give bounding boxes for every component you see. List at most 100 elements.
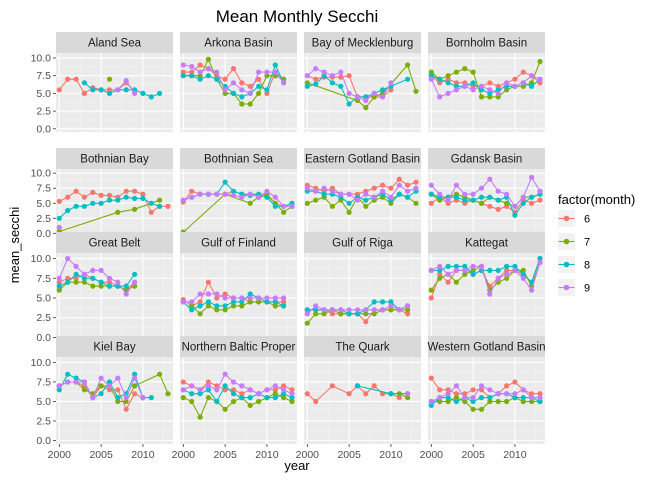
data-point-month-6 [537, 80, 543, 86]
data-point-month-8 [98, 87, 104, 93]
data-point-month-9 [462, 83, 468, 89]
facet-panel: Gdansk Basin [428, 148, 545, 236]
data-point-month-6 [504, 267, 510, 273]
data-point-month-9 [180, 299, 186, 305]
data-point-month-9 [205, 66, 211, 72]
data-point-month-7 [180, 395, 186, 401]
facet-strip [180, 232, 297, 253]
y-tick-label: 10.0 [31, 52, 52, 64]
data-point-month-8 [487, 267, 493, 273]
data-point-month-9 [247, 191, 253, 197]
data-point-month-6 [495, 206, 501, 212]
data-point-month-6 [230, 387, 237, 393]
data-point-month-9 [371, 90, 377, 96]
data-point-month-8 [445, 263, 451, 269]
data-point-month-8 [462, 197, 468, 203]
data-point-month-8 [140, 90, 146, 96]
data-point-month-7 [239, 101, 245, 107]
data-point-month-8 [529, 83, 535, 89]
facet-label: Aland Sea [88, 38, 142, 50]
data-point-month-9 [329, 73, 335, 79]
data-point-month-9 [388, 194, 394, 200]
data-point-month-8 [90, 200, 96, 206]
data-point-month-9 [405, 188, 411, 194]
data-point-month-6 [437, 271, 443, 277]
data-point-month-9 [222, 295, 228, 301]
data-point-month-6 [90, 189, 96, 195]
data-point-month-8 [123, 87, 129, 93]
data-point-month-7 [123, 398, 129, 405]
series-line-month-6 [306, 385, 400, 403]
data-point-month-7 [197, 311, 203, 317]
data-point-month-9 [256, 295, 262, 301]
data-point-month-8 [115, 395, 121, 401]
data-point-month-9 [388, 303, 394, 309]
data-point-month-9 [478, 263, 485, 269]
data-point-month-9 [239, 295, 245, 301]
data-point-month-8 [65, 207, 71, 214]
data-point-month-8 [272, 395, 278, 401]
data-point-month-8 [520, 271, 526, 277]
data-point-month-8 [453, 194, 459, 200]
data-point-month-6 [413, 179, 419, 185]
data-point-month-8 [470, 80, 476, 86]
facet-panel: Western Gotland Basin 2000 2005 2010 [420, 336, 546, 461]
data-point-month-8 [529, 279, 535, 285]
y-tick-label: 7.5 [36, 70, 51, 82]
data-point-month-9 [371, 194, 377, 200]
data-point-month-9 [428, 267, 434, 273]
data-point-month-6 [214, 295, 220, 301]
data-point-month-9 [346, 191, 352, 197]
data-point-month-6 [247, 83, 253, 89]
data-point-month-8 [197, 76, 203, 82]
data-point-month-6 [487, 203, 493, 209]
data-point-month-8 [272, 299, 278, 305]
x-tick-label: 2005 [461, 449, 485, 461]
data-point-month-8 [529, 194, 535, 200]
data-point-month-8 [487, 194, 493, 200]
data-point-month-7 [230, 398, 237, 405]
facet-label: Kiel Bay [93, 342, 135, 354]
data-point-month-9 [396, 182, 402, 188]
data-point-month-7 [470, 406, 476, 412]
data-point-month-8 [214, 398, 220, 405]
data-point-month-9 [140, 395, 146, 401]
facet-strip [180, 32, 297, 53]
data-point-month-8 [81, 203, 87, 209]
data-point-month-6 [264, 90, 270, 96]
data-point-month-9 [214, 69, 220, 75]
data-point-month-8 [380, 87, 386, 93]
data-point-month-8 [289, 395, 295, 401]
data-point-month-9 [363, 97, 369, 104]
legend-key-point [563, 215, 570, 222]
data-point-month-7 [247, 200, 253, 206]
data-point-month-9 [115, 87, 121, 93]
facet-panel: Bay of Mecklenburg [304, 32, 421, 132]
data-point-month-7 [157, 197, 163, 203]
data-point-month-9 [371, 307, 377, 313]
data-point-month-7 [304, 200, 310, 206]
data-point-month-7 [462, 398, 468, 405]
data-point-month-8 [462, 263, 468, 269]
data-point-month-7 [205, 303, 211, 309]
facet-label: The Quark [335, 342, 390, 354]
facet-strip [56, 32, 173, 53]
data-point-month-6 [388, 185, 394, 191]
facet-panel: Eastern Gotland Basin [304, 148, 421, 236]
data-point-month-6 [371, 185, 377, 191]
x-tick-label: 2010 [503, 449, 527, 461]
data-point-month-9 [197, 191, 203, 197]
data-point-month-6 [405, 311, 411, 317]
data-point-month-7 [321, 311, 327, 317]
data-point-month-9 [529, 395, 535, 401]
data-point-month-7 [304, 320, 310, 326]
series-line-month-6 [58, 78, 135, 95]
data-point-month-6 [132, 188, 138, 194]
data-point-month-9 [222, 87, 228, 93]
data-point-month-7 [405, 395, 411, 401]
data-point-month-8 [106, 283, 113, 289]
data-point-month-7 [256, 299, 262, 305]
data-point-month-6 [73, 76, 79, 82]
data-point-month-6 [205, 379, 211, 385]
legend-item: 8 [558, 256, 590, 273]
